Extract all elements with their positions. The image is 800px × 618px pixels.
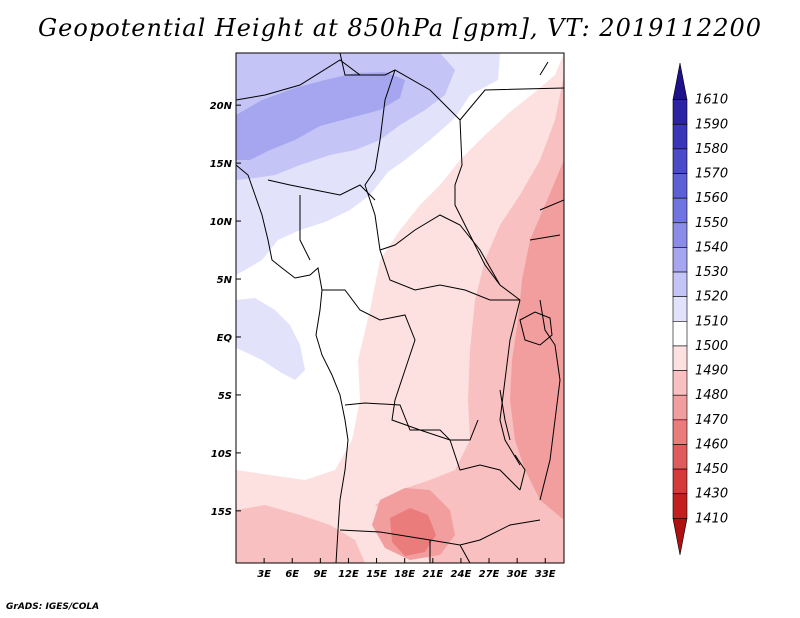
shaded-field: [236, 53, 564, 563]
grads-credit: GrADS: IGES/COLA: [6, 602, 100, 612]
colorbar-swatch: [672, 518, 688, 556]
lat-tick-label: 15S: [211, 507, 232, 518]
lon-tick-label: 15E: [366, 569, 387, 580]
border-sahel: [236, 59, 521, 301]
border-east-africa: [499, 299, 561, 501]
colorbar-label: 1480: [695, 388, 728, 403]
lon-tick-label: 27E: [479, 569, 500, 580]
border-central-africa: [379, 249, 520, 301]
colorbar-swatch: [672, 321, 688, 347]
field-pink-southwest: [236, 505, 365, 563]
lon-tick-label: 21E: [422, 569, 443, 580]
colorbar-swatch: [672, 468, 688, 495]
colorbar-label: 1450: [695, 462, 728, 477]
lon-tick-label: 6E: [285, 569, 299, 580]
field-pink-1480: [510, 160, 564, 520]
colorbar-swatch: [672, 123, 688, 150]
colorbar-swatch: [672, 62, 688, 100]
colorbar-swatch: [672, 444, 688, 470]
colorbar-label: 1610: [695, 93, 728, 108]
colorbar-swatch: [672, 345, 688, 371]
lake-outlines: [499, 311, 553, 491]
country-borders: [236, 53, 564, 563]
colorbar-swatch: [672, 296, 688, 322]
field-pink-1470: [390, 508, 436, 556]
colorbar-swatch: [672, 247, 688, 273]
border-nigeria: [267, 179, 376, 261]
lat-tick-label: EQ: [217, 333, 233, 344]
field-lightblue-west: [236, 298, 305, 380]
lat-tick-label: 10S: [211, 449, 232, 460]
lon-tick-label: 30E: [507, 569, 528, 580]
field-blue-1530: [236, 72, 405, 160]
colorbar-label: 1590: [695, 117, 728, 132]
colorbar-swatch: [672, 271, 688, 297]
colorbar-label: 1580: [695, 142, 728, 157]
colorbar-label: 1490: [695, 364, 728, 379]
colorbar-label: 1570: [695, 167, 728, 182]
colorbar-label: 1430: [695, 487, 728, 502]
border-north: [339, 53, 564, 121]
colorbar-label: 1530: [695, 265, 728, 280]
colorbar-swatch: [672, 419, 688, 445]
colorbar-label: 1520: [695, 290, 728, 305]
border-south: [339, 519, 541, 563]
colorbar-label: 1510: [695, 314, 728, 329]
lon-tick-label: 12E: [338, 569, 359, 580]
border-drc-angola: [344, 402, 521, 491]
lat-tick-label: 10N: [210, 217, 233, 228]
lat-tick-label: 20N: [210, 101, 233, 112]
colorbar-swatch: [672, 148, 688, 174]
colorbar-swatch: [672, 197, 688, 224]
colorbar-label: 1470: [695, 413, 728, 428]
longitude-axis: 3E 6E 9E 12E 15E 18E 21E 24E 27E 30E 33E: [257, 558, 556, 580]
colorbar-label: 1540: [695, 240, 728, 255]
colorbar-label: 1560: [695, 191, 728, 206]
map-frame: [235, 52, 565, 564]
colorbar-label: 1550: [695, 216, 728, 231]
border-horn: [529, 61, 564, 241]
lon-tick-label: 9E: [313, 569, 327, 580]
colorbar-swatch: [672, 493, 688, 519]
lat-tick-label: 5S: [218, 391, 232, 402]
colorbar: 1610 1590 1580 1570 1560 1550 1540 1530 1520 1510…: [672, 62, 728, 556]
colorbar-swatch: [672, 99, 688, 125]
lon-tick-label: 24E: [451, 569, 472, 580]
colorbar-label: 1460: [695, 437, 728, 452]
lon-tick-label: 18E: [394, 569, 415, 580]
lon-tick-label: 33E: [535, 569, 556, 580]
lat-tick-label: 15N: [210, 159, 233, 170]
colorbar-label: 1410: [695, 511, 728, 526]
map-title: Geopotential Height at 850hPa [gpm], VT:…: [38, 14, 762, 42]
colorbar-swatch: [672, 173, 688, 199]
colorbar-label: 1500: [695, 339, 728, 354]
coastline-west-africa: [236, 164, 349, 563]
lat-tick-label: 5N: [217, 275, 233, 286]
latitude-axis: 20N 15N 10N 5N EQ 5S 10S 15S: [210, 101, 241, 518]
colorbar-swatch: [672, 394, 688, 421]
lon-tick-label: 3E: [257, 569, 271, 580]
colorbar-swatch: [672, 370, 688, 396]
colorbar-swatch: [672, 222, 688, 248]
